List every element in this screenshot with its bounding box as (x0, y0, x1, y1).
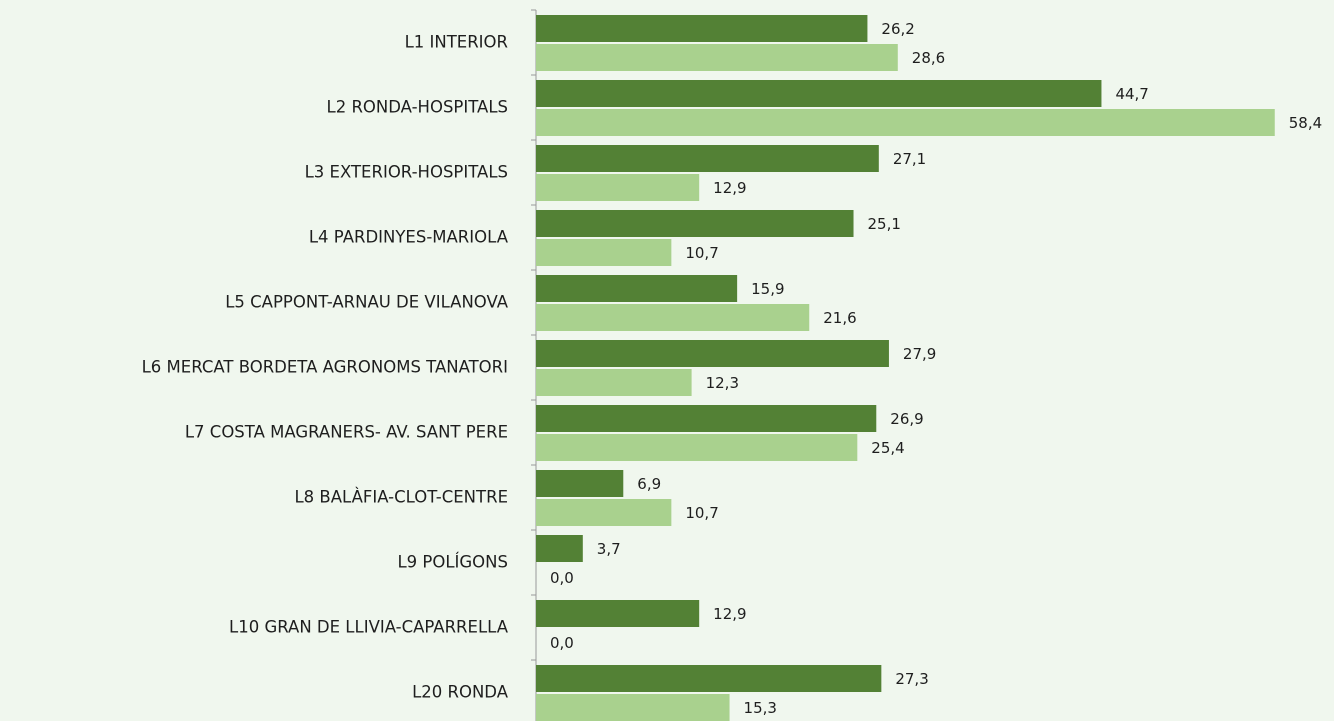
bar (536, 499, 672, 526)
bar (536, 44, 898, 71)
category-label: L6 MERCAT BORDETA AGRONOMS TANATORI (142, 358, 508, 377)
category-label: L3 EXTERIOR-HOSPITALS (305, 163, 508, 182)
value-label: 3,7 (597, 540, 621, 558)
category-label: L4 PARDINYES-MARIOLA (309, 228, 509, 247)
category-label: L9 POLÍGONS (397, 553, 508, 572)
value-label: 21,6 (823, 309, 856, 327)
bar (536, 405, 877, 432)
value-label: 25,4 (871, 439, 904, 457)
bar (536, 369, 692, 396)
value-label: 26,2 (881, 20, 914, 38)
bar (536, 434, 858, 461)
value-label: 27,3 (895, 670, 928, 688)
value-label: 26,9 (890, 410, 923, 428)
value-label: 28,6 (912, 49, 945, 67)
value-label: 44,7 (1115, 85, 1148, 103)
category-label: L10 GRAN DE LLIVIA-CAPARRELLA (229, 618, 509, 637)
bar (536, 535, 583, 562)
bar (536, 174, 700, 201)
value-label: 12,9 (713, 605, 746, 623)
value-label: 27,1 (893, 150, 926, 168)
value-label: 58,4 (1289, 114, 1322, 132)
value-label: 12,9 (713, 179, 746, 197)
bar (536, 109, 1275, 136)
bar (536, 470, 624, 497)
value-label: 10,7 (685, 244, 718, 262)
bar (536, 275, 738, 302)
value-label: 25,1 (868, 215, 901, 233)
bar (536, 600, 700, 627)
bar (536, 340, 889, 367)
category-label: L7 COSTA MAGRANERS- AV. SANT PERE (185, 423, 508, 442)
category-label: L1 INTERIOR (405, 33, 508, 52)
category-label: L8 BALÀFIA-CLOT-CENTRE (294, 488, 508, 507)
bar (536, 80, 1102, 107)
value-label: 15,3 (744, 699, 777, 717)
bar (536, 239, 672, 266)
bar (536, 15, 868, 42)
value-label: 0,0 (550, 634, 574, 652)
category-label: L2 RONDA-HOSPITALS (327, 98, 508, 117)
value-label: 6,9 (637, 475, 661, 493)
bar (536, 210, 854, 237)
bar (536, 304, 810, 331)
bar (536, 694, 730, 721)
bar (536, 665, 882, 692)
value-label: 15,9 (751, 280, 784, 298)
value-label: 27,9 (903, 345, 936, 363)
category-label: L5 CAPPONT-ARNAU DE VILANOVA (225, 293, 508, 312)
category-label: L20 RONDA (412, 683, 509, 702)
bar (536, 145, 879, 172)
value-label: 0,0 (550, 569, 574, 587)
value-label: 12,3 (706, 374, 739, 392)
value-label: 10,7 (685, 504, 718, 522)
